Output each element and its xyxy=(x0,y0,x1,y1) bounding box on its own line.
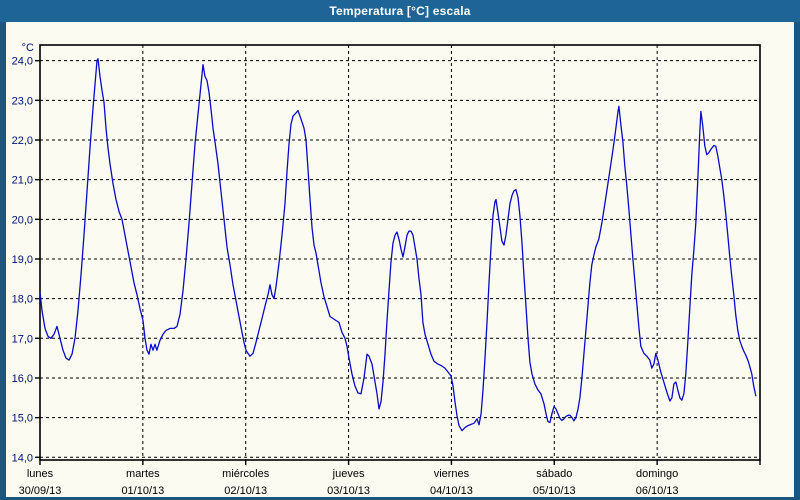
y-axis-label: 18,0 xyxy=(12,294,33,306)
x-axis-day-label: sábado xyxy=(536,468,572,480)
y-axis-label: 16,0 xyxy=(12,373,33,385)
y-axis-unit-label: °C xyxy=(22,42,34,54)
y-axis-label: 20,0 xyxy=(12,214,33,226)
x-axis-date-label: 03/10/13 xyxy=(327,485,370,497)
window-titlebar: Temperatura [°C] escala xyxy=(0,0,800,22)
x-axis-day-label: jueves xyxy=(332,468,365,480)
y-axis-label: 14,0 xyxy=(12,452,33,464)
x-axis-day-label: domingo xyxy=(636,468,678,480)
y-axis-label: 21,0 xyxy=(12,175,33,187)
x-axis-day-label: viernes xyxy=(434,468,470,480)
x-axis-date-label: 05/10/13 xyxy=(533,485,576,497)
x-axis-date-label: 06/10/13 xyxy=(636,485,679,497)
x-axis-date-label: 30/09/13 xyxy=(19,485,62,497)
x-axis-date-label: 01/10/13 xyxy=(121,485,164,497)
plot-border xyxy=(39,44,761,461)
x-axis-day-label: miércoles xyxy=(222,468,270,480)
x-axis-date-label: 02/10/13 xyxy=(224,485,267,497)
x-axis-day-label: martes xyxy=(126,468,160,480)
window-title: Temperatura [°C] escala xyxy=(329,4,471,18)
y-axis-label: 15,0 xyxy=(12,413,33,425)
y-axis-label: 19,0 xyxy=(12,254,33,266)
y-axis-label: 23,0 xyxy=(12,95,33,107)
y-axis-label: 22,0 xyxy=(12,135,33,147)
x-axis-day-label: lunes xyxy=(27,468,54,480)
x-axis-date-label: 04/10/13 xyxy=(430,485,473,497)
temperature-line xyxy=(39,58,757,432)
y-axis-label: 24,0 xyxy=(12,56,33,68)
y-axis-label: 17,0 xyxy=(12,333,33,345)
